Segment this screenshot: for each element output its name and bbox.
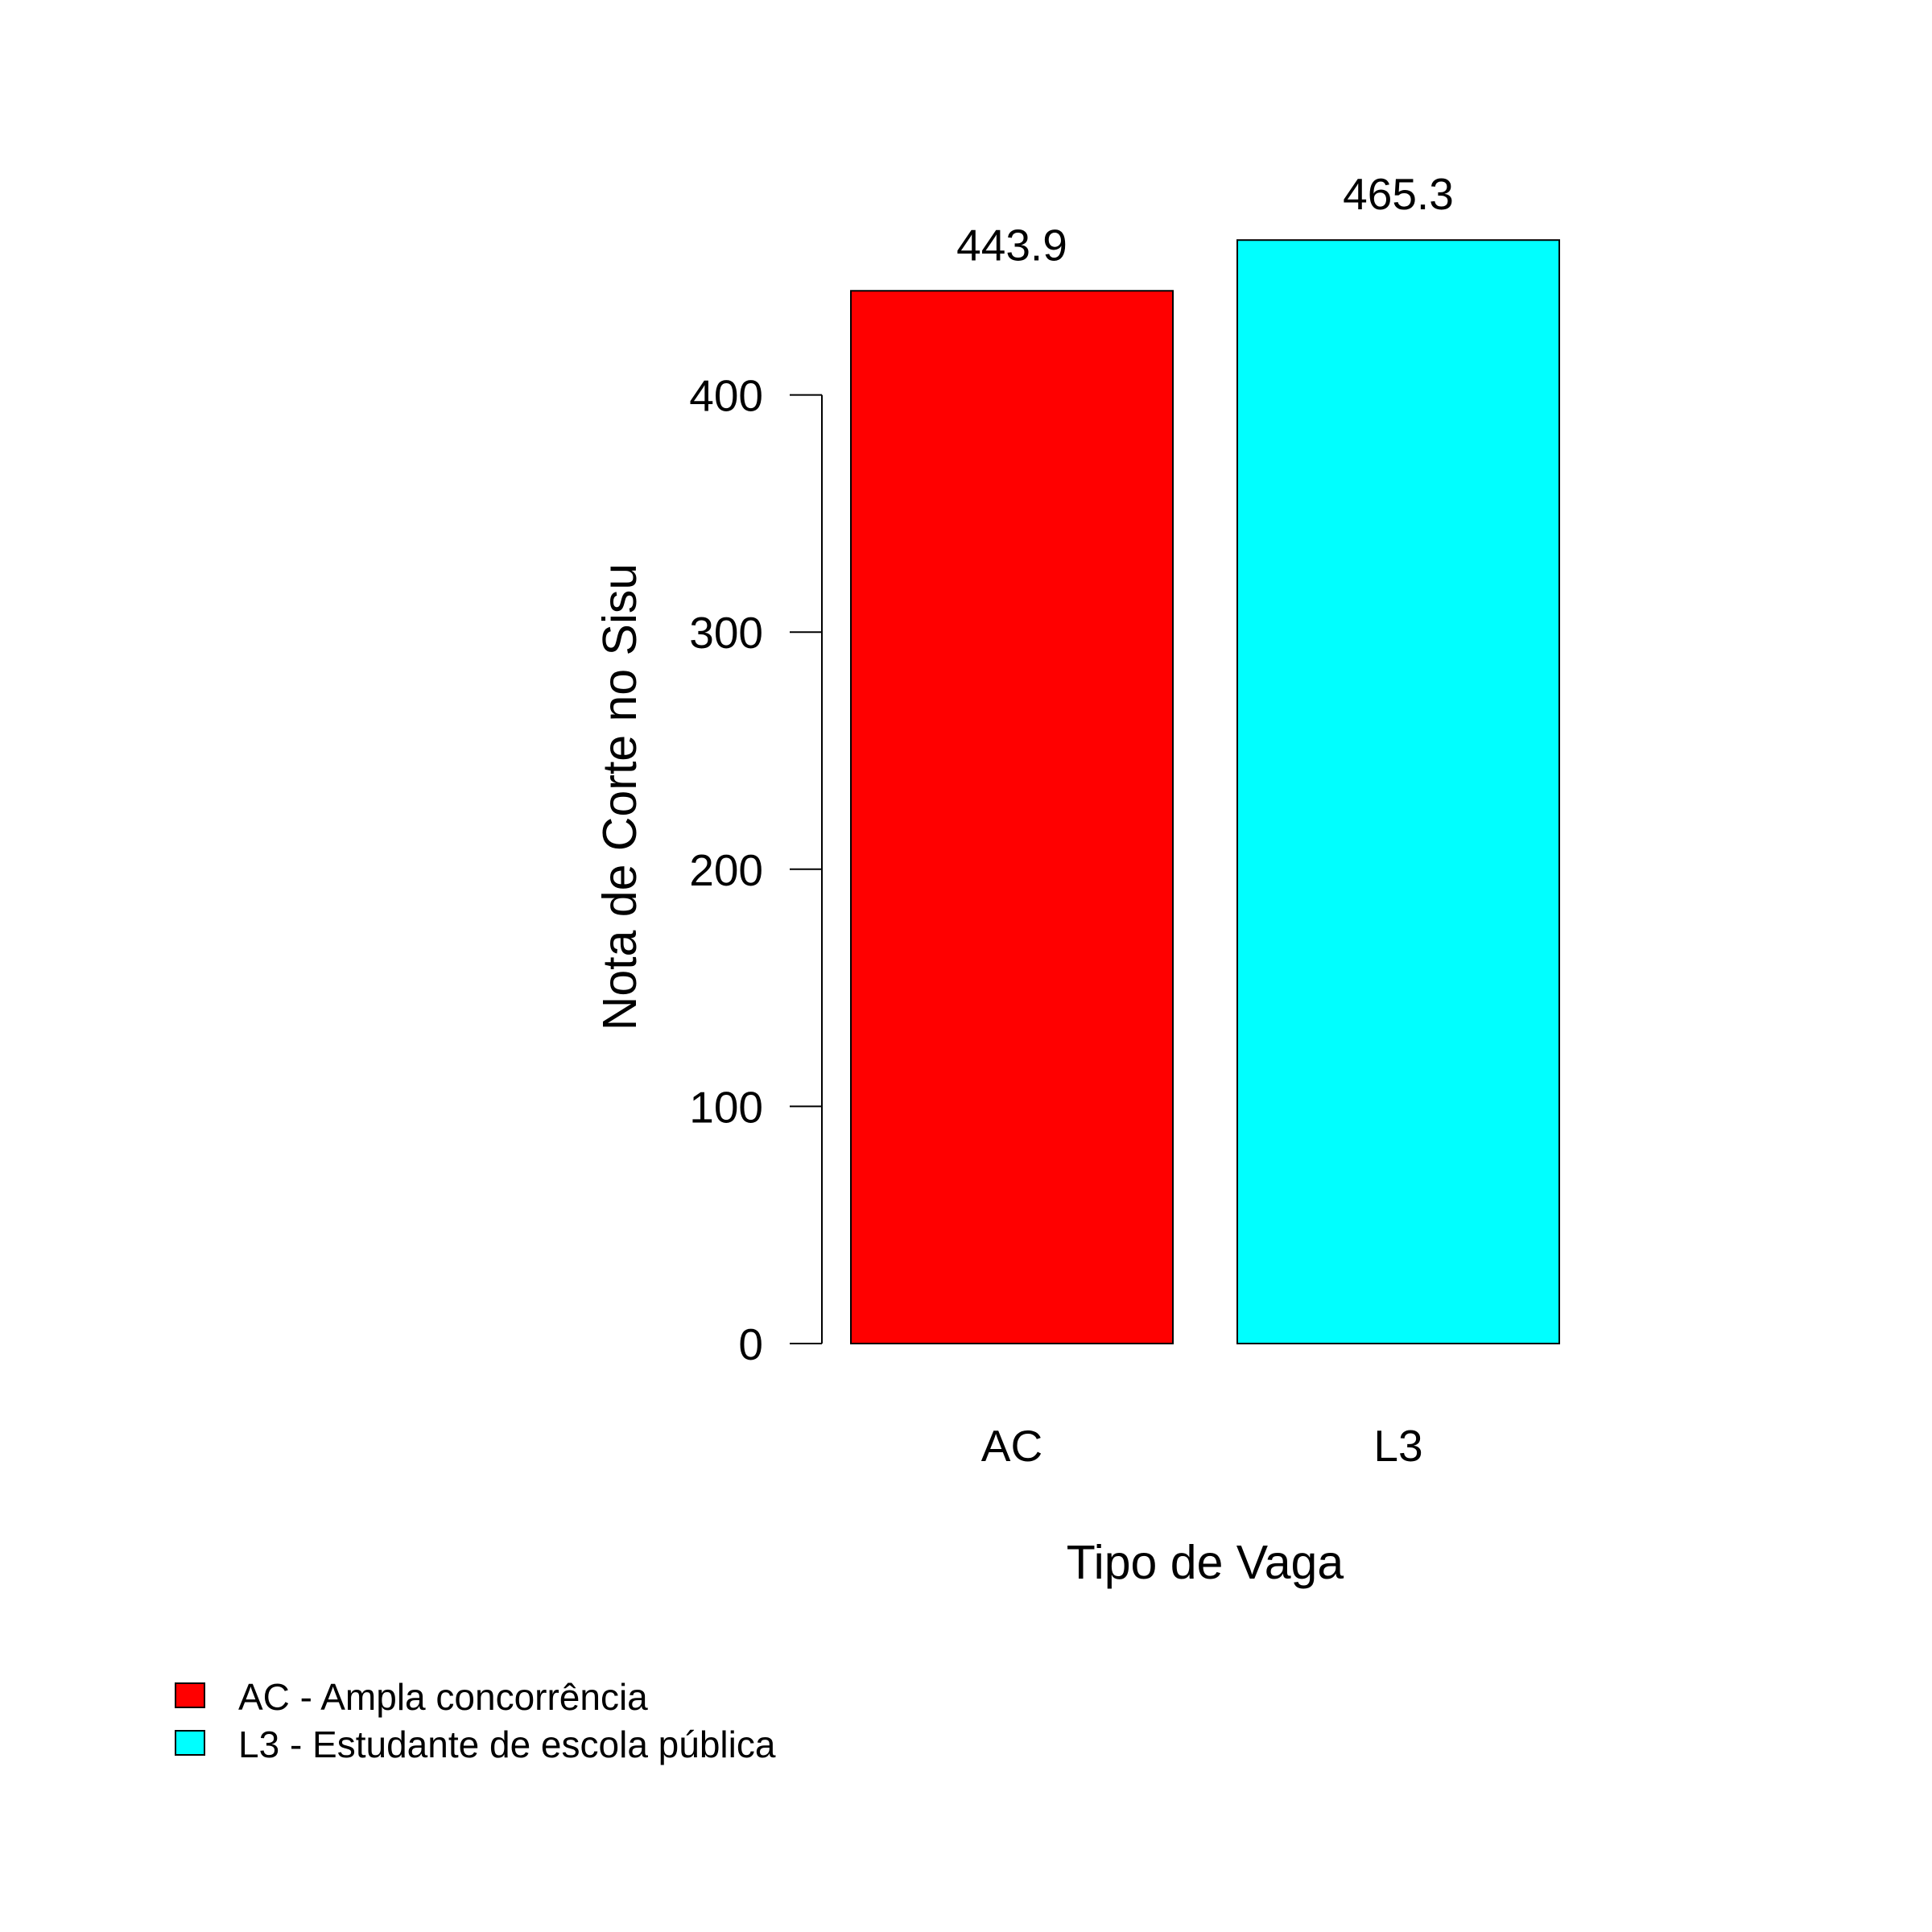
bars: [850, 239, 1560, 1344]
x-axis-categories: AC L3: [981, 1421, 1423, 1471]
y-tick-label: 100: [689, 1082, 763, 1132]
value-labels: 443.9 465.3: [956, 169, 1454, 270]
y-axis: 0 100 200 300 400: [689, 371, 823, 1369]
y-tick-label: 400: [689, 371, 763, 421]
y-tick-label: 200: [689, 845, 763, 895]
x-category-label-l3: L3: [1373, 1421, 1422, 1471]
value-label-ac: 443.9: [956, 220, 1067, 270]
legend: AC - Ampla concorrência L3 - Estudante de…: [175, 1676, 776, 1765]
y-axis-title: Nota de Corte no Sisu: [593, 564, 646, 1031]
bar-ac: [850, 290, 1174, 1344]
legend-swatch: [175, 1682, 205, 1708]
legend-swatch: [175, 1730, 205, 1756]
legend-label: L3 - Estudante de escola pública: [238, 1724, 776, 1765]
bar-l3: [1236, 239, 1560, 1344]
x-category-label-ac: AC: [981, 1421, 1042, 1471]
legend-label: AC - Ampla concorrência: [238, 1676, 648, 1718]
value-label-l3: 465.3: [1343, 169, 1454, 219]
y-tick-label: 300: [689, 608, 763, 658]
y-tick-label: 0: [738, 1319, 763, 1369]
x-axis-title: Tipo de Vaga: [1067, 1536, 1344, 1589]
